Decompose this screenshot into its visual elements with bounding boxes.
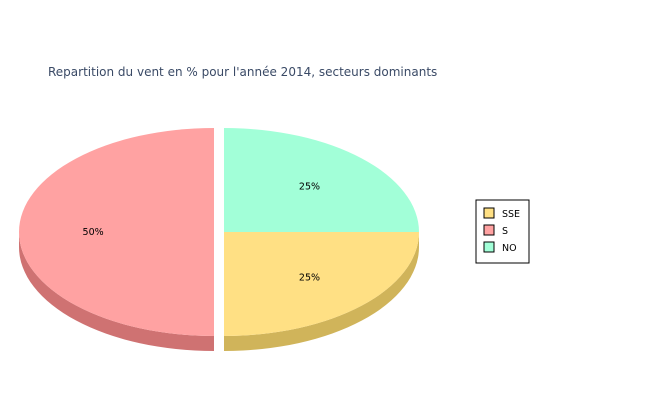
slice-label-s: 50% (83, 227, 104, 238)
slice-label-sse: 25% (299, 273, 320, 284)
slice-label-no: 25% (299, 181, 320, 192)
pie-slice-s (19, 128, 214, 336)
pie-slice-side-sse (224, 232, 419, 351)
legend-swatch-sse (483, 207, 495, 219)
pie-slice-no (224, 128, 419, 232)
legend-swatch-s (483, 224, 495, 236)
legend-label-no: NO (502, 243, 517, 254)
legend-label-sse: SSE (502, 209, 520, 220)
legend-swatch-no (483, 241, 495, 253)
pie-group (19, 128, 419, 351)
pie-slice-side-s (19, 232, 214, 351)
pie-slice-sse (224, 232, 419, 336)
legend-label-s: S (502, 226, 508, 237)
slice-labels: 25% 50% 25% (83, 181, 321, 283)
chart-title: Repartition du vent en % pour l'année 20… (48, 65, 437, 79)
legend: SSE S NO (475, 199, 530, 264)
